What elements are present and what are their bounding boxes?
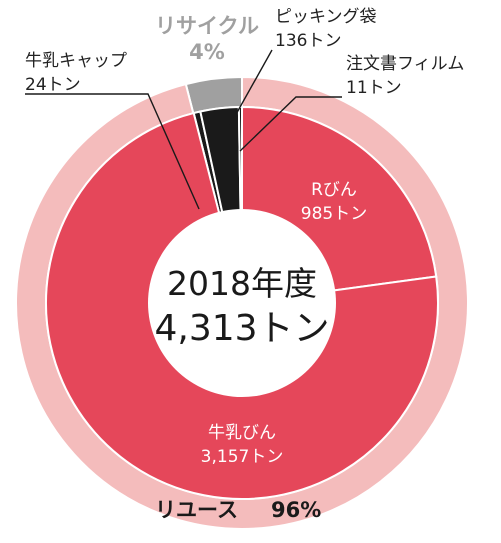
center-total-label: 4,313トン bbox=[154, 308, 329, 349]
slice-label-milk-bottle: 牛乳びん bbox=[208, 423, 276, 443]
leader-lines bbox=[25, 49, 342, 210]
leader-milk-cap bbox=[25, 93, 200, 210]
leader-order-film bbox=[239, 96, 342, 152]
callout-milk-cap-name: 牛乳キャップ bbox=[25, 51, 127, 71]
slice-value-milk-bottle: 3,157トン bbox=[201, 447, 284, 467]
callout-picking-bag-value: 136トン bbox=[275, 31, 341, 51]
slice-label-r-bottle: Rびん bbox=[311, 180, 357, 200]
category-reuse-label: リユース bbox=[155, 498, 238, 522]
callout-picking-bag-name: ピッキング袋 bbox=[275, 7, 377, 27]
slice-value-r-bottle: 985トン bbox=[301, 204, 367, 224]
category-recycle-label: リサイクル bbox=[155, 14, 259, 38]
leader-picking-bag bbox=[229, 49, 273, 126]
center-year-label: 2018年度 bbox=[167, 264, 317, 303]
callout-order-film-value: 11トン bbox=[346, 78, 402, 98]
callout-milk-cap-value: 24トン bbox=[25, 75, 81, 95]
category-reuse-percent: 96% bbox=[271, 498, 321, 522]
center-hole bbox=[148, 209, 336, 397]
category-recycle-percent: 4% bbox=[189, 40, 225, 64]
callout-order-film-name: 注文書フィルム bbox=[346, 54, 464, 74]
